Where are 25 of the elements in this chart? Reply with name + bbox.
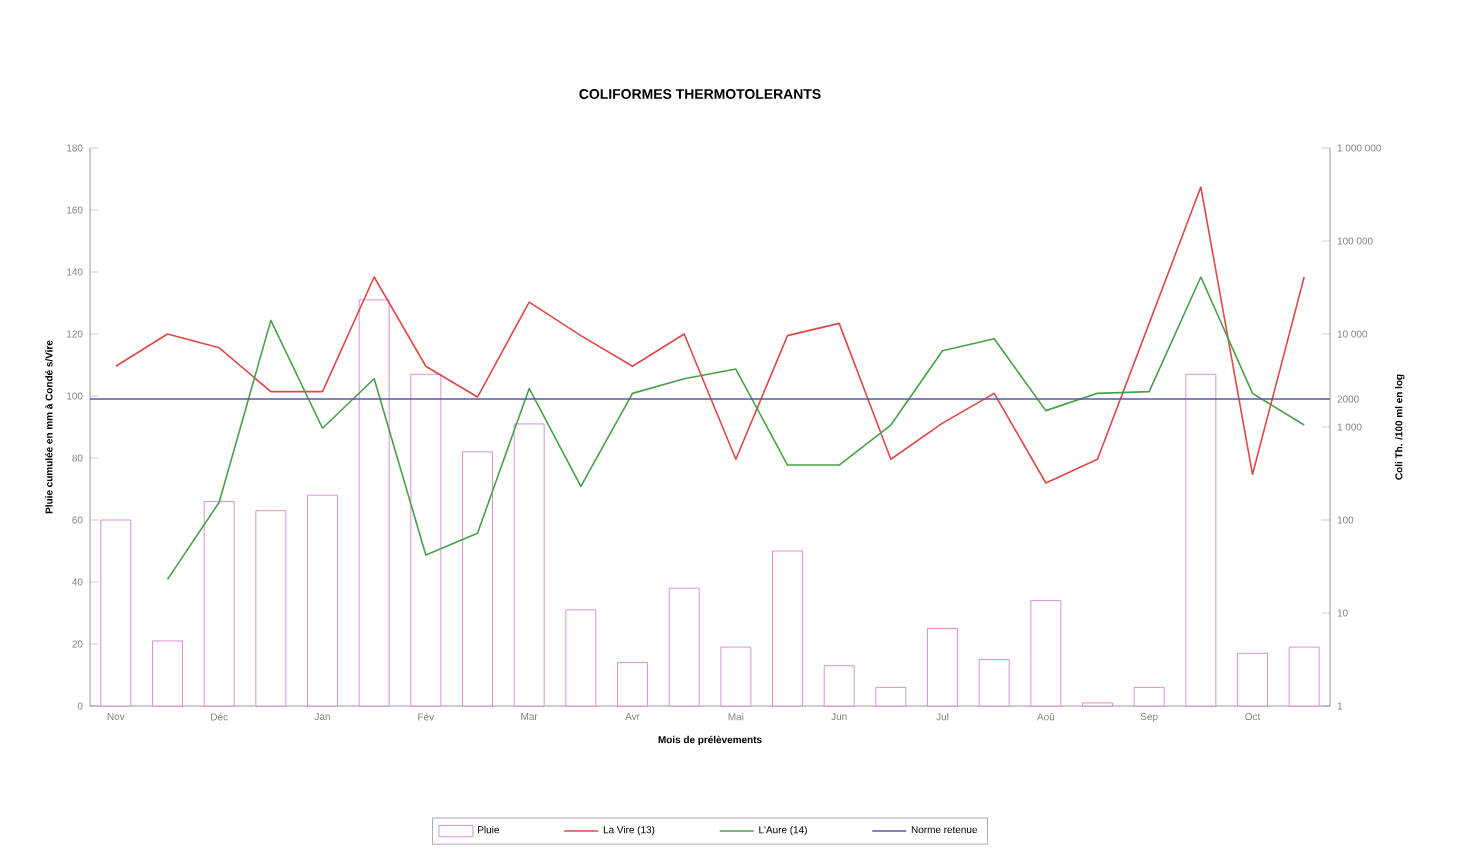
bar: [823, 665, 855, 707]
bar: [617, 662, 648, 707]
bar: [927, 628, 958, 707]
bar: [462, 451, 493, 707]
bar: [1237, 652, 1268, 707]
bar: [255, 510, 287, 707]
bar: [513, 423, 545, 707]
bar: [1185, 373, 1217, 707]
bar: [100, 519, 132, 707]
bar: [875, 687, 907, 707]
bar: [1030, 600, 1062, 707]
bar: [1288, 646, 1320, 707]
bar: [358, 299, 390, 707]
bar: [152, 640, 183, 707]
bar: [307, 494, 338, 707]
line-series: [166, 276, 1305, 581]
bar: [565, 609, 597, 707]
line-series: [115, 186, 1305, 484]
bar: [978, 659, 1010, 707]
bar: [1133, 687, 1165, 707]
bar: [203, 501, 235, 707]
bar: [720, 646, 752, 707]
bar: [410, 373, 442, 707]
bar: [668, 587, 700, 707]
bar: [772, 550, 803, 707]
